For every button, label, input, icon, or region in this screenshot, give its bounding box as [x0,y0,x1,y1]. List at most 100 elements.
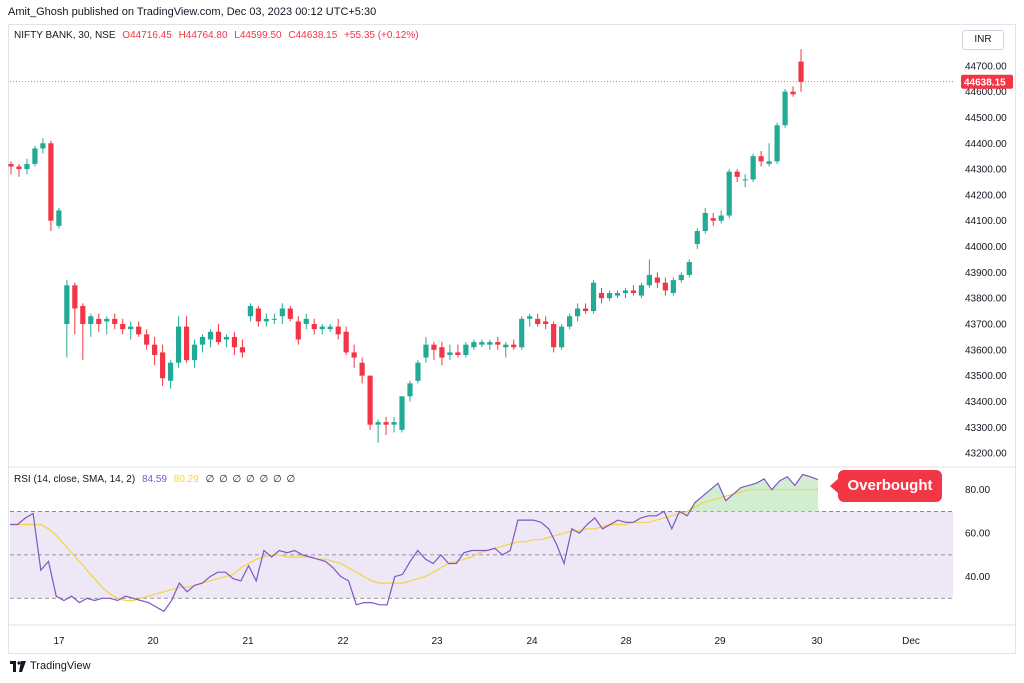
rsi-title[interactable]: RSI (14, close, SMA, 14, 2) [14,474,136,485]
candle-body [375,422,381,425]
candle-body [223,336,230,340]
tradingview-logo[interactable]: TradingView [10,660,91,672]
price-tick-label: 44700.00 [965,61,1007,72]
price-tick-label: 44400.00 [965,139,1007,150]
candle-body [638,285,645,296]
candle-body [694,231,700,244]
candle-body [479,342,485,345]
candle-body [40,143,46,149]
candle-body [64,285,70,324]
currency-button[interactable]: INR [962,30,1004,50]
candle-body [670,280,676,294]
candle-body [559,326,565,348]
candle-body [239,347,246,353]
candle-body [303,318,309,324]
candle-body [503,344,509,348]
candle-body [471,342,477,348]
candle-body [646,274,652,286]
candle-body [80,305,86,324]
tradingview-logo-icon [10,660,26,672]
candle-body [726,171,732,216]
candle-body [72,285,78,309]
rsi-line [10,473,819,613]
candle-body [447,352,453,355]
brand-name: TradingView [30,660,91,672]
candle-body [431,344,437,350]
candle-body [399,396,405,430]
price-tick-label: 43700.00 [965,320,1007,331]
time-tick-label: 22 [337,636,349,647]
publisher-line: Amit_Ghosh published on TradingView.com,… [8,6,377,18]
candle-body [48,143,54,221]
annotation-arrow [830,478,839,494]
rsi-background [10,511,953,599]
candle-body [782,91,788,126]
time-tick-label: 24 [526,636,538,647]
price-tick-label: 43800.00 [965,294,1007,305]
overbought-fill [10,474,818,512]
last-price-label: 44638.15 [964,77,1006,88]
price-tick-label: 43200.00 [965,449,1007,460]
candle-body [598,293,605,299]
candle-body [88,316,94,324]
time-tick-label: Dec [902,636,920,647]
candle-body [630,290,637,294]
candle-body [112,318,118,324]
candle-body [255,308,261,322]
rsi-lines [10,473,819,613]
candle-body [183,326,190,361]
candle-body [271,318,277,320]
axes: 43200.00 43300.00 43400.00 43500.00 43600.00… [8,61,1016,647]
candle-body [391,422,397,425]
price-tick-label: 43300.00 [965,423,1007,434]
legend-close: C44638.15 [288,30,338,41]
rsi-legend: RSI (14, close, SMA, 14, 2) 84.59 80.29 … [14,474,296,485]
candle-body [343,331,349,353]
candle-body [319,326,325,330]
candle-body [56,210,62,226]
candle-body [104,318,110,322]
legend-high: H44764.80 [178,30,228,41]
candle-body [750,156,756,180]
candle-body [152,344,158,355]
time-tick-label: 21 [242,636,254,647]
candle-body [662,282,668,291]
rsi-value: 84.59 [141,474,167,485]
candle-body [734,171,740,177]
price-tick-label: 44000.00 [965,242,1007,253]
candle-body [742,179,748,181]
candle-body [519,318,525,348]
candle-body [455,352,461,355]
candle-body [798,61,804,82]
candle-body [535,318,541,324]
candle-body [247,305,253,317]
candle-body [495,342,501,345]
candle-body [590,282,597,312]
candle-body [351,352,357,358]
price-tick-label: 44200.00 [965,190,1007,201]
symbol-name[interactable]: NIFTY BANK, 30, NSE [14,30,116,41]
candles [8,49,953,443]
candle-body [574,308,581,317]
price-tick-label: 43900.00 [965,268,1007,279]
price-tick-label: 43400.00 [965,397,1007,408]
price-tick-label: 44500.00 [965,113,1007,124]
candle-body [207,331,214,340]
candle-body [423,344,429,358]
time-tick-label: 29 [714,636,726,647]
price-tick-label: 43500.00 [965,371,1007,382]
candle-body [614,293,621,296]
candle-body [758,156,764,162]
candle-body [790,91,796,95]
candle-body [654,277,660,283]
candle-body [215,331,222,343]
symbol-legend: NIFTY BANK, 30, NSE O44716.45 H44764.80 … [14,30,419,41]
candle-body [327,326,333,330]
legend-open: O44716.45 [122,30,172,41]
candle-body [191,344,198,361]
candle-body [144,334,150,345]
candle-body [567,316,573,327]
legend-low: L44599.50 [234,30,282,41]
candle-body [415,362,421,381]
